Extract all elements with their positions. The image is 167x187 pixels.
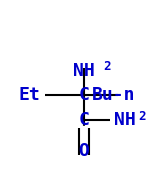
Text: Et: Et [18,86,40,104]
Text: NH: NH [73,62,95,80]
Text: 2: 2 [138,110,145,122]
Text: C: C [78,111,90,129]
Text: Bu-n: Bu-n [92,86,135,104]
Bar [77,126,91,156]
Text: NH: NH [114,111,136,129]
Text: C: C [78,86,90,104]
Text: O: O [78,142,90,160]
Text: 2: 2 [103,60,111,73]
